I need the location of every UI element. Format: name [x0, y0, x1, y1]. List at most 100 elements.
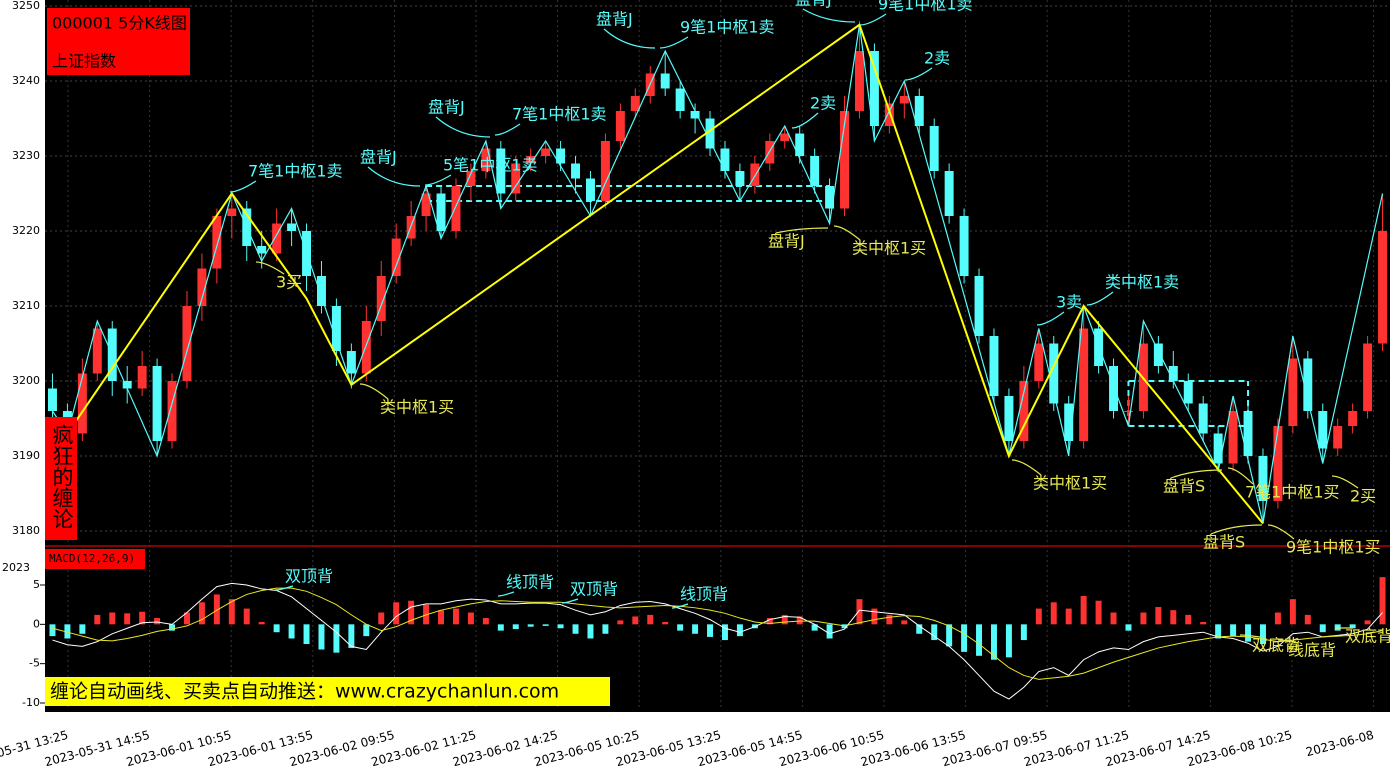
macd-label: MACD(12,26,9) [49, 552, 135, 565]
macd-bar [826, 624, 833, 639]
y-tick-label: 3240 [12, 74, 40, 87]
annotation-arrow [1036, 311, 1065, 326]
candle-body [854, 51, 864, 111]
y2-top-label: 2023 [2, 561, 30, 574]
macd-bar [707, 624, 714, 637]
macd-bar [183, 612, 190, 625]
macd-line [52, 587, 1383, 680]
macd-bar [1095, 600, 1102, 625]
macd-bar [452, 608, 459, 625]
chart-title: 000001 5分K线图 [52, 14, 187, 33]
candle-body [810, 156, 820, 186]
annotation: 盘背J [360, 148, 397, 167]
candle-body [212, 216, 222, 269]
annotation: 双底背 [1252, 636, 1300, 655]
macd-bar [228, 599, 235, 625]
annotation-arrow [904, 67, 933, 81]
watermark: 疯狂的缠论 [50, 424, 74, 529]
macd-bar [393, 602, 400, 625]
macd-bar [333, 624, 340, 653]
annotation-arrow [359, 383, 389, 400]
macd-bar [288, 624, 295, 639]
annotation: 2卖 [810, 94, 836, 113]
macd-bar [961, 624, 968, 652]
candle-body [421, 193, 431, 216]
annotation: 3买 [276, 273, 302, 292]
candle-body [1049, 343, 1059, 404]
macd-bar [1245, 624, 1252, 642]
candle-body [1034, 343, 1044, 381]
candle-body [1183, 381, 1193, 404]
macd-bar [318, 624, 325, 650]
y2-tick-label: -5 [29, 657, 40, 670]
candle-body [167, 381, 177, 441]
macd-bar [976, 624, 983, 656]
candle-body [1243, 411, 1253, 456]
candle-body [47, 388, 57, 411]
annotation-arrow [561, 598, 579, 604]
annotation-arrow [1331, 475, 1359, 489]
annotation: 类中枢1卖 [1105, 273, 1179, 292]
candle-body [1019, 381, 1029, 441]
macd-bar [94, 614, 101, 625]
annotation: 双顶背 [570, 580, 618, 599]
macd-bar [378, 612, 385, 625]
macd-bar [1020, 624, 1027, 641]
macd-bar [572, 624, 579, 634]
title-box [47, 8, 190, 75]
candle-body [884, 103, 894, 126]
candle-body [1303, 358, 1313, 411]
candle-body [1318, 411, 1328, 449]
candle-body [526, 156, 536, 164]
candle-body [1348, 411, 1358, 426]
macd-bar [438, 610, 445, 625]
annotation: 盘背J [428, 98, 465, 117]
annotation-arrow [255, 261, 285, 275]
banner: 缠论自动画线、买卖点自动推送：www.crazychanlun.com [50, 681, 559, 703]
annotation: 盘背S [1203, 533, 1245, 552]
y-tick-label: 3230 [12, 149, 40, 162]
macd-line [52, 582, 1383, 700]
candle-body [899, 96, 909, 104]
macd-bar [886, 614, 893, 625]
macd-bar [1259, 624, 1266, 644]
macd-bar [931, 624, 938, 641]
annotation-arrow [494, 123, 521, 136]
macd-bar [692, 624, 699, 634]
candle-body [556, 148, 566, 164]
segment-line [66, 23, 1264, 525]
macd-bar [1170, 610, 1177, 625]
candle-body [660, 73, 670, 89]
macd-bar [1140, 612, 1147, 625]
macd-bar [990, 624, 997, 660]
candle-body [765, 141, 775, 164]
candle-body [227, 208, 237, 216]
candle-body [869, 51, 879, 126]
annotation: 7笔1中枢1买 [1245, 483, 1340, 502]
annotation-arrow [367, 166, 421, 187]
annotation-arrow [274, 585, 294, 591]
macd-bar [1005, 624, 1012, 658]
macd-bar [1065, 608, 1072, 625]
candle-body [1378, 231, 1388, 344]
candle-body [92, 328, 102, 374]
candle-body [272, 223, 282, 254]
candle-body [1004, 396, 1014, 441]
annotation: 盘背J [596, 10, 633, 29]
macd-bar [198, 602, 205, 625]
macd-bar [1349, 624, 1356, 629]
candle-body [541, 148, 551, 156]
macd-bar [856, 599, 863, 625]
y2-tick-label: -10 [22, 696, 40, 709]
macd-bar [243, 608, 250, 625]
y-tick-label: 3210 [12, 299, 40, 312]
annotation-arrow [1210, 524, 1263, 535]
annotation-arrow [1227, 467, 1254, 485]
macd-bar [169, 624, 176, 631]
watermark-box [45, 417, 77, 540]
macd-bar [1110, 612, 1117, 625]
annotation: 类中枢1买 [852, 239, 926, 258]
candle-body [630, 96, 640, 111]
macd-bar [1125, 624, 1132, 631]
